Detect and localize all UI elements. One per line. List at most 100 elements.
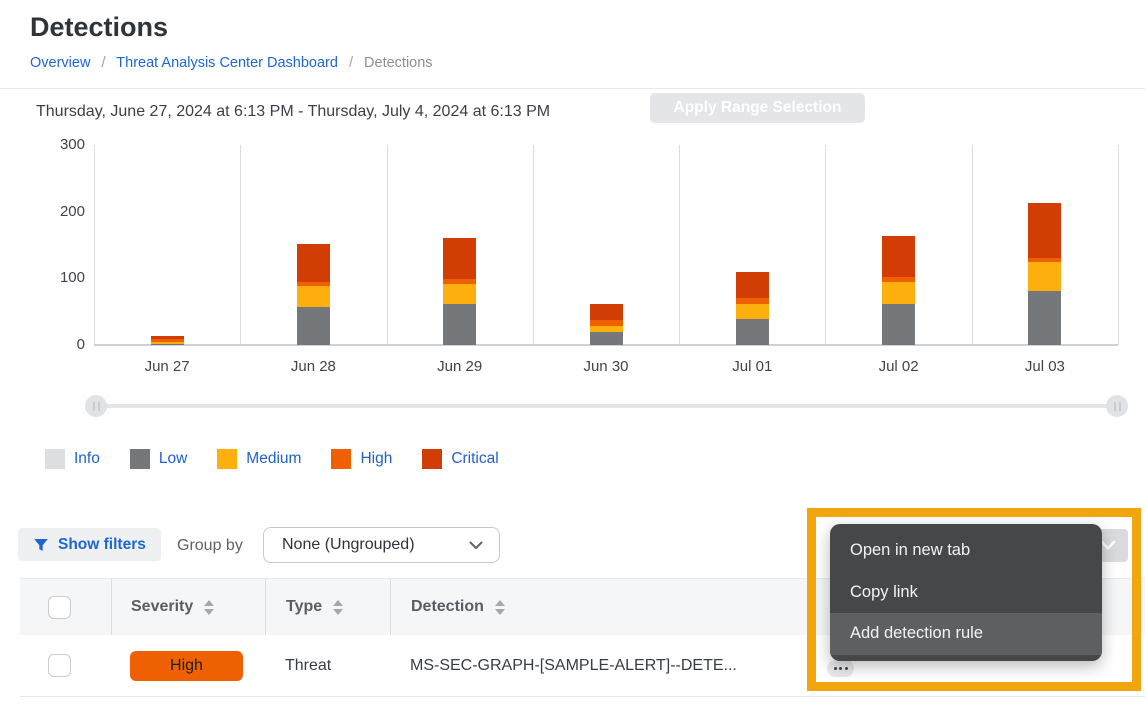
- row-type-value: Threat: [285, 656, 332, 674]
- select-all-checkbox[interactable]: [48, 595, 71, 619]
- bar-segment-critical-jun-30[interactable]: [589, 304, 623, 321]
- detection-header-cell[interactable]: Detection: [390, 579, 1145, 635]
- row-type-cell: Threat: [265, 635, 390, 696]
- bar-segment-high-jun-27[interactable]: [150, 339, 184, 343]
- bar-segment-low-jun-28[interactable]: [296, 307, 330, 345]
- bar-segment-high-jul-03[interactable]: [1028, 257, 1062, 262]
- chart-grid-line: [825, 145, 827, 345]
- bar-segment-medium-jun-27[interactable]: [150, 342, 184, 344]
- chart-grid-line: [1118, 145, 1119, 345]
- sort-icon[interactable]: [204, 599, 215, 615]
- menu-item-add-detection-rule[interactable]: Add detection rule: [830, 613, 1102, 655]
- legend-item-medium[interactable]: Medium: [217, 449, 301, 469]
- x-axis-tick-label: Jun 30: [583, 358, 629, 375]
- severity-column-label: Severity: [131, 598, 194, 615]
- bar-segment-critical-jul-01[interactable]: [735, 271, 769, 299]
- bar-segment-high-jul-02[interactable]: [882, 277, 916, 282]
- legend-swatch-medium: [217, 449, 238, 469]
- y-axis-tick-label: 300: [59, 136, 85, 153]
- bar-segment-low-jul-01[interactable]: [735, 319, 769, 345]
- apply-range-selection-button[interactable]: Apply Range Selection: [650, 93, 865, 123]
- breadcrumb-threat-analysis-center-dashboard[interactable]: Threat Analysis Center Dashboard: [116, 55, 338, 71]
- menu-item-open-in-new-tab[interactable]: Open in new tab: [850, 541, 971, 559]
- x-axis-tick-label: Jul 01: [732, 358, 773, 375]
- ellipsis-icon: [844, 667, 848, 670]
- chart-grid-line: [386, 145, 388, 345]
- x-axis-tick-label: Jul 02: [878, 358, 919, 375]
- breadcrumb-overview[interactable]: Overview: [30, 55, 91, 71]
- bar-segment-medium-jun-29[interactable]: [443, 283, 477, 305]
- x-axis-tick-label: Jul 03: [1024, 358, 1065, 375]
- detection-column-label: Detection: [411, 598, 484, 615]
- bar-segment-high-jul-01[interactable]: [735, 298, 769, 304]
- legend-item-critical[interactable]: Critical: [422, 449, 499, 469]
- menu-item-copy-link[interactable]: Copy link: [850, 582, 918, 601]
- legend-item-low[interactable]: Low: [129, 449, 187, 469]
- x-axis-tick-label: Jun 29: [437, 358, 483, 375]
- legend-swatch-high: [331, 449, 352, 469]
- group-by-select[interactable]: None (Ungrouped): [263, 527, 500, 563]
- chevron-down-icon: [469, 541, 483, 549]
- bar-segment-low-jul-03[interactable]: [1028, 291, 1062, 345]
- bar-segment-critical-jun-29[interactable]: [443, 238, 477, 279]
- time-range-slider-track[interactable]: [95, 404, 1118, 408]
- date-range-text: Thursday, June 27, 2024 at 6:13 PM - Thu…: [36, 103, 551, 120]
- chevron-down-icon: [1100, 540, 1116, 550]
- x-axis-tick-label: Jun 27: [144, 358, 190, 375]
- y-axis-tick-label: 0: [76, 336, 85, 353]
- show-filters-button[interactable]: Show filters: [18, 528, 161, 561]
- bar-segment-low-jun-30[interactable]: [589, 331, 623, 345]
- bar-segment-low-jun-27[interactable]: [150, 343, 184, 345]
- bar-segment-medium-jun-30[interactable]: [589, 325, 623, 332]
- severity-legend: Info Low Medium High Critical: [45, 449, 499, 469]
- time-range-slider-left-handle[interactable]: [85, 395, 107, 417]
- legend-swatch-info: [45, 449, 65, 469]
- bar-segment-medium-jul-01[interactable]: [735, 303, 769, 319]
- row-checkbox[interactable]: [48, 654, 71, 677]
- type-header-cell[interactable]: Type: [265, 579, 390, 635]
- legend-swatch-low: [129, 449, 150, 469]
- legend-item-info[interactable]: Info: [45, 449, 100, 469]
- time-range-slider-right-handle[interactable]: [1106, 395, 1128, 417]
- severity-header-cell[interactable]: Severity: [111, 579, 265, 635]
- slider-grip-icon: [1113, 401, 1121, 411]
- bar-segment-high-jun-28[interactable]: [296, 281, 330, 286]
- chart-grid-line: [679, 145, 681, 345]
- sort-icon[interactable]: [494, 599, 505, 615]
- breadcrumb-detections: Detections: [364, 55, 433, 71]
- ellipsis-icon: [833, 667, 837, 670]
- bar-segment-medium-jul-03[interactable]: [1028, 261, 1062, 291]
- row-severity-cell: High: [111, 635, 265, 696]
- legend-item-high[interactable]: High: [331, 449, 392, 469]
- chart-grid-line: [532, 145, 534, 345]
- group-by-label: Group by: [177, 537, 243, 554]
- header-divider: [0, 88, 1145, 89]
- bar-segment-critical-jul-02[interactable]: [882, 236, 916, 277]
- row-detection-value[interactable]: MS-SEC-GRAPH-[SAMPLE-ALERT]--DETE...: [410, 656, 737, 674]
- legend-swatch-critical: [422, 449, 443, 469]
- bar-segment-low-jun-29[interactable]: [443, 304, 477, 345]
- bar-segment-high-jun-29[interactable]: [443, 279, 477, 284]
- bar-segment-critical-jun-28[interactable]: [296, 243, 330, 282]
- legend-label: Info: [74, 450, 100, 467]
- bar-segment-critical-jul-03[interactable]: [1028, 203, 1062, 258]
- chart-grid-line: [240, 145, 242, 345]
- breadcrumb-separator: /: [101, 55, 106, 71]
- row-select-cell: [20, 635, 111, 696]
- bar-segment-medium-jun-28[interactable]: [296, 285, 330, 307]
- chart-grid-line: [971, 145, 973, 345]
- sort-icon[interactable]: [333, 599, 344, 615]
- group-by-selected-value: None (Ungrouped): [282, 536, 415, 553]
- bar-segment-critical-jun-27[interactable]: [150, 335, 184, 339]
- legend-label: Medium: [246, 450, 302, 467]
- row-actions-button[interactable]: [827, 660, 854, 677]
- filter-funnel-icon: [34, 538, 48, 551]
- breadcrumb: Overview / Threat Analysis Center Dashbo…: [30, 55, 433, 71]
- x-axis-tick-label: Jun 28: [290, 358, 336, 375]
- row-detection-cell: MS-SEC-GRAPH-[SAMPLE-ALERT]--DETE...: [390, 635, 1145, 696]
- bar-segment-medium-jul-02[interactable]: [882, 281, 916, 305]
- bar-segment-low-jul-02[interactable]: [882, 304, 916, 345]
- row-context-menu: Open in new tab Copy link Add detection …: [830, 524, 1102, 661]
- slider-grip-icon: [92, 401, 100, 411]
- bar-segment-high-jun-30[interactable]: [589, 320, 623, 326]
